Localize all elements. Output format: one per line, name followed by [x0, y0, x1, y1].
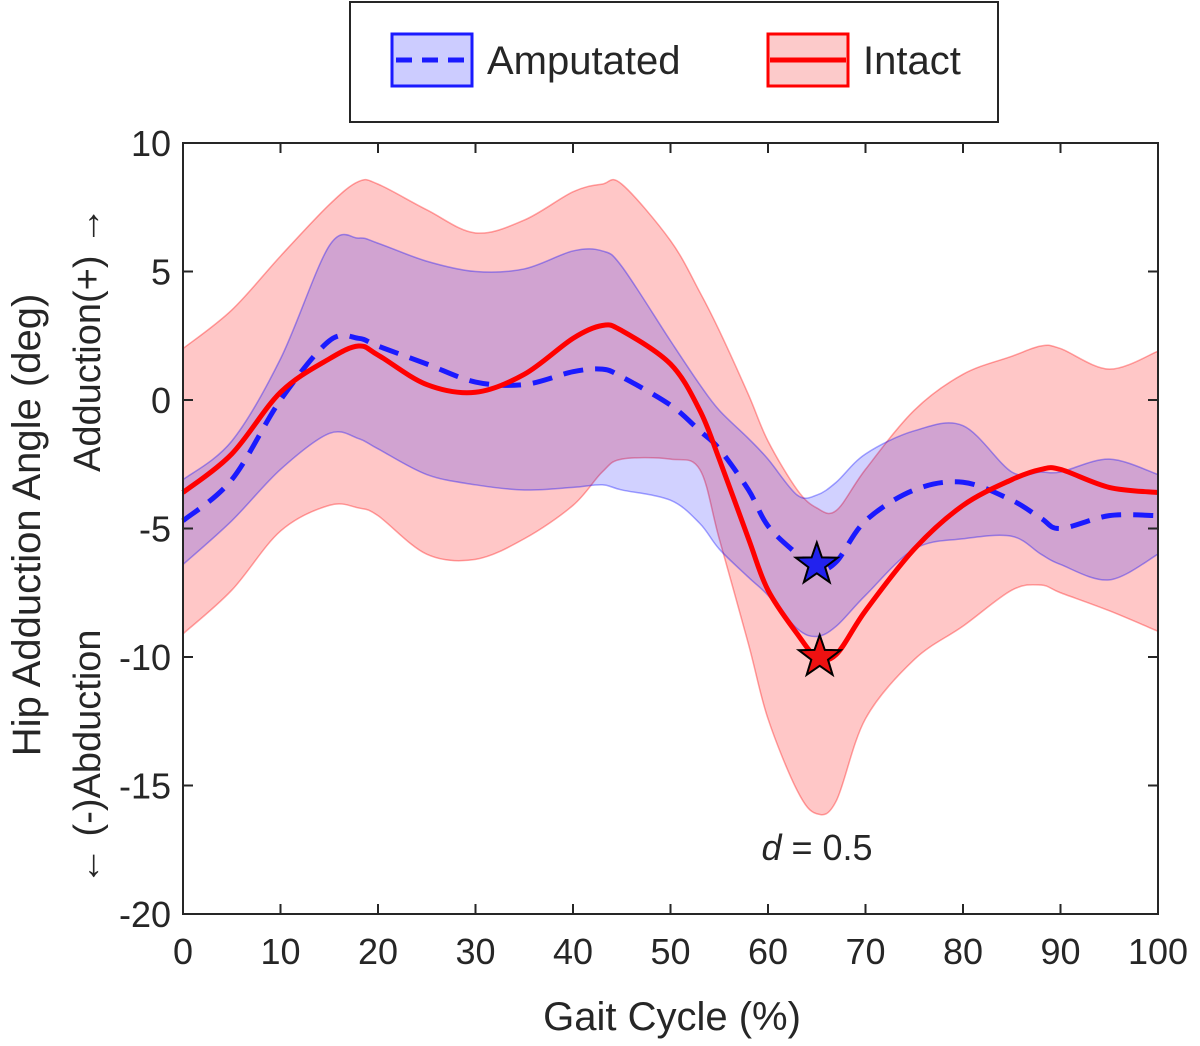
y-tick-label: -20 — [119, 894, 171, 935]
legend: Amputated Intact — [349, 1, 999, 123]
line-amputated — [181, 332, 1159, 573]
marker-star-intact — [795, 631, 844, 678]
x-tick-label: 60 — [748, 931, 788, 972]
confidence-bands — [182, 178, 1159, 816]
x-tick-label: 100 — [1128, 931, 1188, 972]
annotation-effect-size: d = 0.5 — [761, 827, 872, 868]
x-axis-label: Gait Cycle (%) — [543, 995, 801, 1039]
x-tick-label: 50 — [650, 931, 690, 972]
y-tick-label: -5 — [139, 509, 171, 550]
marker-star-amputated — [792, 539, 841, 585]
y-tick-label: -10 — [119, 637, 171, 678]
x-tick-label: 30 — [455, 931, 495, 972]
y-axis-label-negative: ← (-)Abduction — [67, 629, 109, 885]
y-axis-label: Hip Adduction Angle (deg) — [5, 294, 49, 757]
x-tick-label: 0 — [173, 931, 193, 972]
axis-ticks: 0 10 20 30 40 50 60 70 80 90 100 -20 -15 -10 -5 0 5 10 — [119, 123, 1188, 972]
series-lines — [181, 322, 1159, 663]
x-tick-label: 90 — [1040, 931, 1080, 972]
band-amputated — [182, 233, 1159, 638]
y-tick-label: 10 — [131, 123, 171, 164]
y-tick-label: -15 — [119, 766, 171, 807]
markers — [792, 539, 844, 678]
line-intact — [181, 322, 1159, 663]
x-tick-label: 20 — [358, 931, 398, 972]
legend-label-amputated: Amputated — [487, 39, 680, 83]
x-tick-label: 10 — [260, 931, 300, 972]
x-tick-label: 40 — [553, 931, 593, 972]
band-intact — [182, 178, 1159, 816]
y-axis-label-positive: Adduction(+) → — [67, 207, 109, 472]
y-tick-label: 0 — [151, 380, 171, 421]
legend-label-intact: Intact — [863, 39, 961, 83]
x-tick-label: 80 — [943, 931, 983, 972]
x-tick-label: 70 — [845, 931, 885, 972]
y-tick-label: 5 — [151, 252, 171, 293]
